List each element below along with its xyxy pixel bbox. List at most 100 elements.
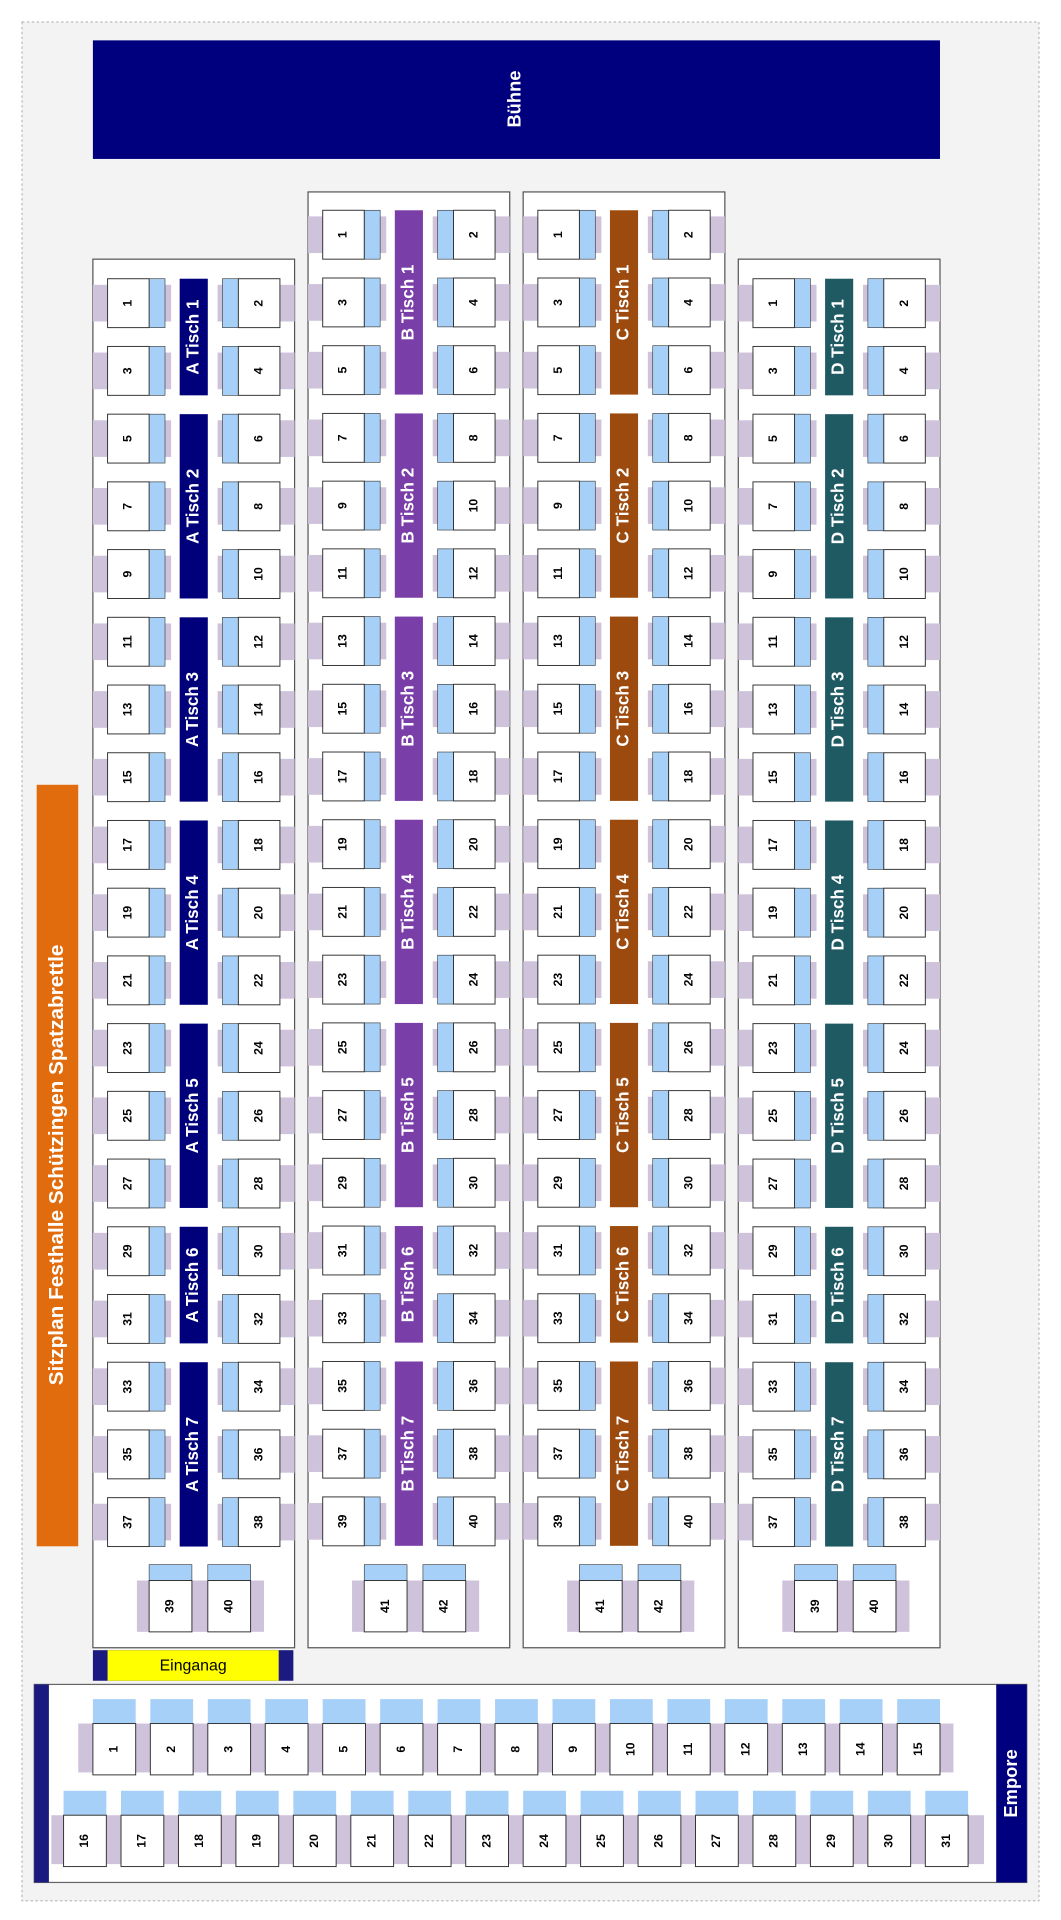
seat-back — [148, 278, 166, 328]
seat — [752, 481, 796, 532]
seat-back — [794, 955, 811, 1006]
seat-back — [148, 617, 166, 667]
seat-number: 5 — [336, 367, 350, 374]
seat — [883, 684, 926, 735]
seat-back — [579, 683, 596, 734]
seat-number: 34 — [251, 1380, 265, 1394]
table-label: A Tisch 2 — [183, 469, 202, 544]
seat-number: 4 — [897, 367, 911, 374]
table-label: C Tisch 3 — [614, 671, 633, 747]
seat-number: 11 — [336, 567, 350, 580]
seat — [107, 1158, 150, 1209]
seat — [235, 1814, 280, 1868]
seat — [237, 887, 281, 938]
seat — [668, 345, 711, 396]
seat-number: 17 — [766, 838, 780, 852]
seat — [453, 1157, 496, 1208]
seat-back — [652, 954, 669, 1005]
seat-back — [867, 481, 885, 532]
seat-back — [222, 1023, 239, 1073]
seat — [668, 548, 711, 599]
seat-number: 2 — [467, 231, 481, 238]
seat-number: 1 — [107, 1746, 121, 1753]
seat — [668, 277, 711, 328]
seat-back — [437, 751, 454, 802]
seat-number: 30 — [881, 1834, 895, 1848]
seat-number: 19 — [250, 1834, 264, 1848]
seat — [668, 1225, 711, 1276]
seat-back — [552, 1699, 596, 1724]
seat-back — [222, 1294, 239, 1344]
seat-back — [222, 481, 239, 532]
seat-back — [579, 1428, 596, 1479]
seat-number: 17 — [121, 838, 135, 852]
seat-number: 21 — [551, 905, 565, 919]
seat — [537, 480, 580, 531]
table-label: B Tisch 2 — [398, 468, 417, 544]
seat-number: 14 — [897, 702, 911, 716]
seat — [237, 1226, 281, 1277]
seat-back — [867, 955, 885, 1006]
seat — [322, 277, 365, 328]
table — [609, 1361, 639, 1546]
seat-number: 20 — [251, 906, 265, 920]
seat-number: 19 — [551, 837, 565, 851]
table — [394, 616, 423, 801]
seat — [322, 616, 365, 666]
seat-back — [437, 480, 454, 531]
seat-number: 3 — [766, 367, 780, 374]
seat-number: 5 — [121, 435, 135, 442]
seat-number: 22 — [682, 905, 696, 919]
seat — [107, 1429, 150, 1480]
entrance — [107, 1650, 279, 1681]
seat-number: 6 — [467, 367, 481, 374]
seat-number: 37 — [336, 1447, 350, 1461]
seat-number: 19 — [766, 906, 780, 920]
seat — [107, 819, 150, 870]
seat-number: 8 — [897, 503, 911, 510]
seat — [107, 955, 150, 1006]
seat-back — [437, 209, 454, 260]
seat-back — [363, 751, 381, 802]
seat-back — [363, 954, 381, 1005]
seat-number: 7 — [121, 503, 135, 510]
seat-number: 25 — [336, 1040, 350, 1054]
seat — [752, 1429, 796, 1480]
seat-back — [148, 1564, 193, 1581]
seat — [752, 684, 796, 735]
seat-back — [580, 1790, 624, 1816]
seat-back — [652, 616, 669, 666]
seat-back — [667, 1699, 711, 1724]
seat-number: 13 — [551, 634, 565, 648]
seat-back — [867, 1497, 885, 1547]
seat-back — [867, 1294, 885, 1344]
seat-back — [437, 683, 454, 734]
title-banner — [36, 784, 79, 1547]
seat-back — [363, 1090, 381, 1140]
seat-number: 11 — [121, 635, 135, 648]
seat — [437, 1723, 481, 1776]
seat — [322, 1090, 365, 1140]
table-label: C Tisch 1 — [614, 264, 633, 340]
seat-number: 19 — [121, 906, 135, 920]
seat-number: 27 — [336, 1108, 350, 1122]
seat-number: 41 — [593, 1599, 607, 1613]
seat-back — [363, 413, 381, 463]
seat-number: 21 — [364, 1834, 378, 1848]
seat-back — [794, 1361, 811, 1412]
seat-back — [794, 346, 811, 396]
seat-back — [579, 616, 596, 666]
table-label: D Tisch 2 — [829, 468, 848, 544]
seat — [883, 1497, 926, 1548]
seat — [322, 886, 365, 937]
seat-back — [867, 820, 885, 870]
seat-number: 18 — [251, 838, 265, 852]
seat — [883, 752, 926, 803]
seat-number: 13 — [121, 702, 135, 716]
seat-number: 29 — [766, 1244, 780, 1258]
table — [179, 278, 208, 396]
seat-back — [652, 1090, 669, 1140]
seat — [668, 683, 711, 734]
seat — [237, 1090, 281, 1141]
seat-number: 1 — [121, 300, 135, 307]
